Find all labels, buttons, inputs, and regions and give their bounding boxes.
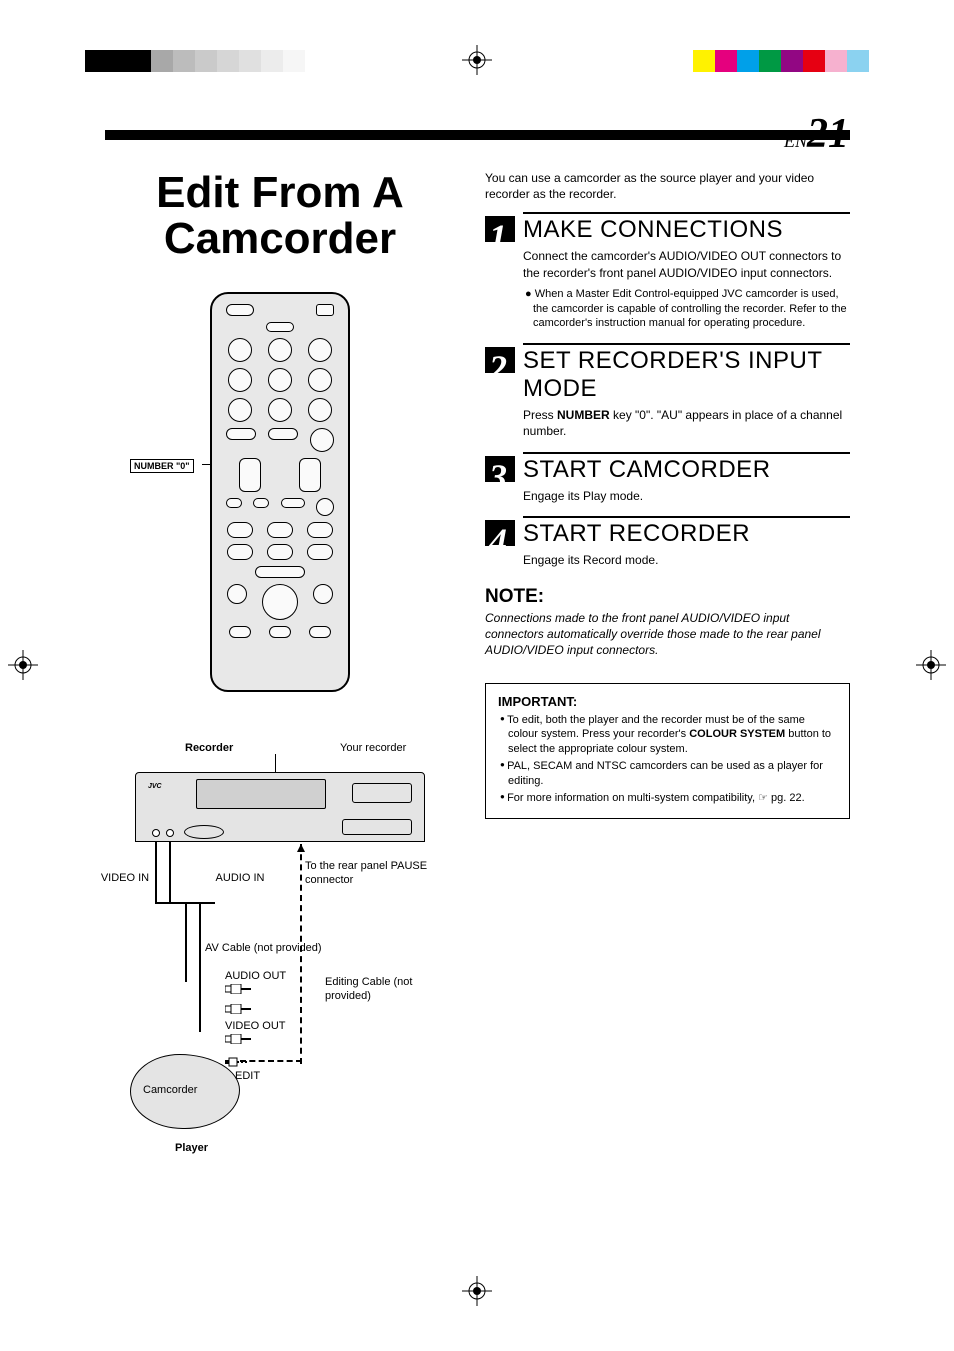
pause-connector-label: To the rear panel PAUSE connector: [305, 860, 435, 886]
registration-bar-left: [85, 50, 305, 72]
swatch: [173, 50, 195, 72]
camcorder-label: Camcorder: [143, 1084, 197, 1096]
swatch: [715, 50, 737, 72]
video-out-label: VIDEO OUT: [225, 1020, 286, 1032]
step-number: 1: [489, 216, 507, 258]
step-number: 4: [489, 520, 507, 562]
swatch: [737, 50, 759, 72]
registration-mark-icon: [916, 650, 946, 680]
editing-cable-label: Editing Cable (not provided): [325, 976, 415, 1002]
remote-illustration: NUMBER "0": [190, 292, 370, 692]
swatch: [85, 50, 107, 72]
step-1: 1 MAKE CONNECTIONS Connect the camcorder…: [485, 212, 850, 331]
step-sub-bullet: ● When a Master Edit Control-equipped JV…: [523, 287, 850, 332]
cable-line: [185, 902, 187, 982]
important-item: To edit, both the player and the recorde…: [498, 713, 837, 758]
swatch: [107, 50, 129, 72]
rca-connector-icon: [225, 1004, 251, 1014]
rca-connector-icon: [225, 1034, 251, 1044]
step-body: Connect the camcorder's AUDIO/VIDEO OUT …: [523, 248, 850, 280]
step-4: 4 START RECORDER Engage its Record mode.: [485, 516, 850, 568]
important-item: PAL, SECAM and NTSC camcorders can be us…: [498, 759, 837, 789]
swatch: [129, 50, 151, 72]
cable-line: [199, 902, 201, 1032]
step-body: Engage its Record mode.: [523, 552, 850, 568]
step-body: Press NUMBER key "0". "AU" appears in pl…: [523, 407, 850, 439]
swatch: [847, 50, 869, 72]
pause-cable-line: [300, 844, 302, 1064]
recorder-label: Recorder: [185, 742, 233, 754]
registration-mark-icon: [462, 1276, 492, 1306]
edit-label: EDIT: [235, 1070, 260, 1082]
callout-line: [275, 754, 276, 772]
step-title: START RECORDER: [523, 516, 850, 548]
page-title: Edit From A Camcorder: [105, 170, 455, 262]
av-cable-label: AV Cable (not provided): [205, 942, 322, 954]
swatch: [261, 50, 283, 72]
step-title: SET RECORDER'S INPUT MODE: [523, 343, 850, 403]
step-sub-text: When a Master Edit Control-equipped JVC …: [533, 288, 847, 330]
video-in-label: VIDEO IN: [100, 872, 150, 884]
important-item: For more information on multi-system com…: [498, 791, 837, 806]
registration-mark-icon: [8, 650, 38, 680]
mini-connector-icon: [225, 1057, 251, 1067]
swatch: [825, 50, 847, 72]
your-recorder-label: Your recorder: [340, 742, 406, 754]
rca-connector-icon: [225, 984, 251, 994]
connection-diagram: Recorder Your recorder JVC VIDEO IN AUDI…: [105, 742, 455, 1172]
swatch: [759, 50, 781, 72]
swatch: [217, 50, 239, 72]
cable-line: [169, 842, 171, 902]
registration-bar-right: [693, 50, 869, 72]
intro-text: You can use a camcorder as the source pl…: [485, 170, 850, 202]
step-2: 2 SET RECORDER'S INPUT MODE Press NUMBER…: [485, 343, 850, 439]
important-title: IMPORTANT:: [498, 694, 837, 709]
vcr-logo: JVC: [148, 783, 162, 790]
swatch: [239, 50, 261, 72]
vcr-illustration: JVC: [135, 772, 425, 842]
step-number: 3: [489, 456, 507, 498]
audio-in-label: AUDIO IN: [215, 872, 265, 884]
important-box: IMPORTANT: To edit, both the player and …: [485, 683, 850, 819]
swatch: [781, 50, 803, 72]
audio-out-label: AUDIO OUT: [225, 970, 286, 982]
header-rule: [105, 130, 850, 140]
swatch: [151, 50, 173, 72]
step-body: Engage its Play mode.: [523, 488, 850, 504]
swatch: [693, 50, 715, 72]
step-3: 3 START CAMCORDER Engage its Play mode.: [485, 452, 850, 504]
note-body: Connections made to the front panel AUDI…: [485, 610, 850, 659]
note-block: NOTE: Connections made to the front pane…: [485, 586, 850, 659]
step-title: START CAMCORDER: [523, 452, 850, 484]
note-title: NOTE:: [485, 586, 850, 608]
swatch: [195, 50, 217, 72]
swatch: [283, 50, 305, 72]
swatch: [803, 50, 825, 72]
cable-line: [155, 842, 157, 902]
number-key-label: NUMBER "0": [130, 459, 194, 473]
step-title: MAKE CONNECTIONS: [523, 212, 850, 244]
player-label: Player: [175, 1142, 208, 1154]
step-number: 2: [489, 347, 507, 389]
arrow-up-icon: [297, 844, 305, 852]
registration-mark-icon: [462, 45, 492, 75]
